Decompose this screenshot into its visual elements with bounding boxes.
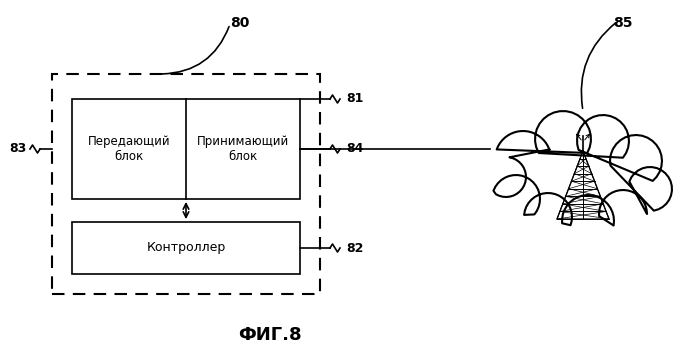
Bar <box>52 74 320 294</box>
Text: 85: 85 <box>613 16 633 30</box>
Text: Передающий
блок: Передающий блок <box>88 135 170 163</box>
Text: Контроллер: Контроллер <box>146 241 225 254</box>
Text: ФИГ.8: ФИГ.8 <box>238 326 302 344</box>
Text: Принимающий
блок: Принимающий блок <box>197 135 289 163</box>
Polygon shape <box>494 111 672 226</box>
Text: 80: 80 <box>230 16 250 30</box>
Text: 82: 82 <box>346 241 363 254</box>
Bar <box>72 99 300 199</box>
Text: 84: 84 <box>346 142 363 155</box>
Text: 81: 81 <box>346 92 363 106</box>
Bar <box>72 222 300 274</box>
Text: 83: 83 <box>8 142 26 155</box>
